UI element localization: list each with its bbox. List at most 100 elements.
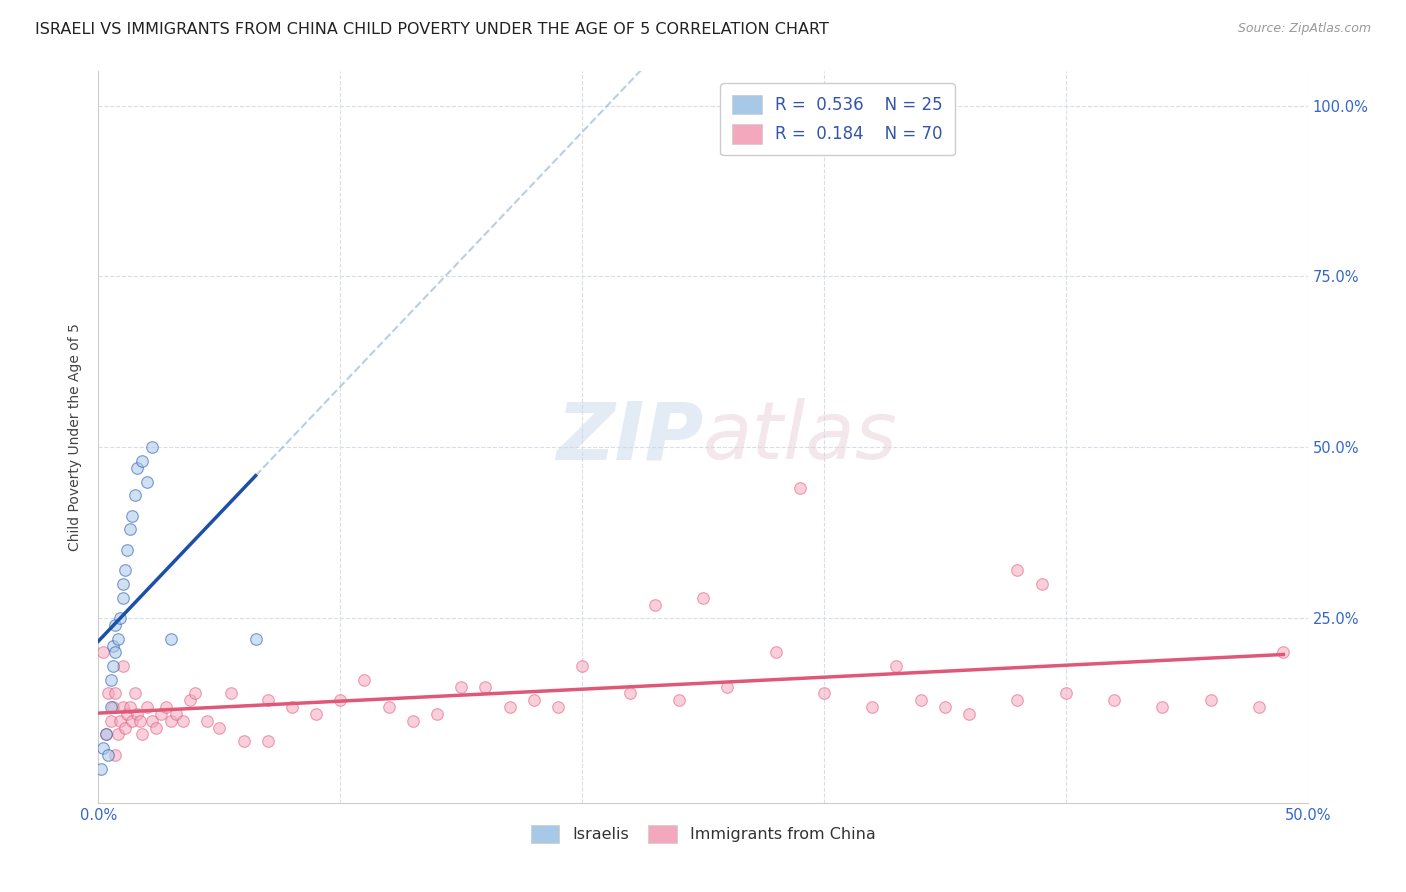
- Point: [97, 686, 120, 700]
- Legend: Israelis, Immigrants from China: Israelis, Immigrants from China: [524, 819, 882, 850]
- Point: [377, 700, 399, 714]
- Point: [184, 686, 207, 700]
- Point: [124, 488, 146, 502]
- Point: [957, 706, 980, 721]
- Point: [179, 693, 201, 707]
- Point: [101, 700, 124, 714]
- Point: [127, 706, 149, 721]
- Point: [450, 680, 472, 694]
- Point: [547, 700, 569, 714]
- Point: [160, 632, 183, 646]
- Point: [90, 762, 112, 776]
- Point: [118, 522, 141, 536]
- Point: [765, 645, 787, 659]
- Point: [305, 706, 328, 721]
- Point: [100, 714, 122, 728]
- Point: [1272, 645, 1295, 659]
- Point: [150, 706, 173, 721]
- Point: [131, 727, 153, 741]
- Point: [104, 618, 127, 632]
- Point: [121, 508, 143, 523]
- Point: [256, 693, 278, 707]
- Point: [141, 714, 163, 728]
- Point: [860, 700, 883, 714]
- Y-axis label: Child Poverty Under the Age of 5: Child Poverty Under the Age of 5: [69, 323, 83, 551]
- Point: [127, 460, 149, 475]
- Point: [107, 727, 129, 741]
- Point: [108, 714, 131, 728]
- Point: [124, 686, 146, 700]
- Text: ZIP: ZIP: [555, 398, 703, 476]
- Point: [114, 563, 136, 577]
- Point: [281, 700, 304, 714]
- Point: [101, 639, 124, 653]
- Point: [91, 645, 114, 659]
- Point: [94, 727, 117, 741]
- Point: [498, 700, 520, 714]
- Point: [668, 693, 690, 707]
- Point: [813, 686, 835, 700]
- Point: [108, 611, 131, 625]
- Point: [111, 591, 134, 605]
- Point: [131, 454, 153, 468]
- Point: [1007, 693, 1029, 707]
- Point: [1249, 700, 1271, 714]
- Point: [329, 693, 352, 707]
- Point: [135, 475, 157, 489]
- Point: [402, 714, 425, 728]
- Point: [165, 706, 187, 721]
- Point: [644, 598, 666, 612]
- Point: [94, 727, 117, 741]
- Point: [104, 645, 127, 659]
- Point: [789, 481, 811, 495]
- Point: [111, 577, 134, 591]
- Point: [100, 673, 122, 687]
- Point: [523, 693, 546, 707]
- Point: [97, 747, 120, 762]
- Point: [1031, 577, 1053, 591]
- Point: [232, 734, 254, 748]
- Point: [1054, 686, 1077, 700]
- Point: [104, 686, 127, 700]
- Point: [117, 542, 139, 557]
- Text: ISRAELI VS IMMIGRANTS FROM CHINA CHILD POVERTY UNDER THE AGE OF 5 CORRELATION CH: ISRAELI VS IMMIGRANTS FROM CHINA CHILD P…: [35, 22, 830, 37]
- Text: atlas: atlas: [703, 398, 898, 476]
- Point: [111, 700, 134, 714]
- Point: [111, 659, 134, 673]
- Point: [1152, 700, 1174, 714]
- Point: [474, 680, 496, 694]
- Point: [121, 714, 143, 728]
- Point: [101, 659, 124, 673]
- Point: [114, 721, 136, 735]
- Point: [353, 673, 375, 687]
- Point: [172, 714, 194, 728]
- Point: [104, 747, 127, 762]
- Point: [100, 700, 122, 714]
- Point: [571, 659, 593, 673]
- Point: [619, 686, 641, 700]
- Point: [107, 632, 129, 646]
- Point: [118, 700, 141, 714]
- Point: [141, 440, 163, 454]
- Point: [145, 721, 167, 735]
- Text: Source: ZipAtlas.com: Source: ZipAtlas.com: [1237, 22, 1371, 36]
- Point: [1102, 693, 1125, 707]
- Point: [426, 706, 449, 721]
- Point: [91, 741, 114, 756]
- Point: [256, 734, 278, 748]
- Point: [716, 680, 738, 694]
- Point: [160, 714, 183, 728]
- Point: [245, 632, 267, 646]
- Point: [886, 659, 908, 673]
- Point: [155, 700, 177, 714]
- Point: [692, 591, 714, 605]
- Point: [208, 721, 231, 735]
- Point: [1007, 563, 1029, 577]
- Point: [910, 693, 932, 707]
- Point: [195, 714, 218, 728]
- Point: [934, 700, 956, 714]
- Point: [128, 714, 150, 728]
- Point: [117, 706, 139, 721]
- Point: [221, 686, 243, 700]
- Point: [135, 700, 157, 714]
